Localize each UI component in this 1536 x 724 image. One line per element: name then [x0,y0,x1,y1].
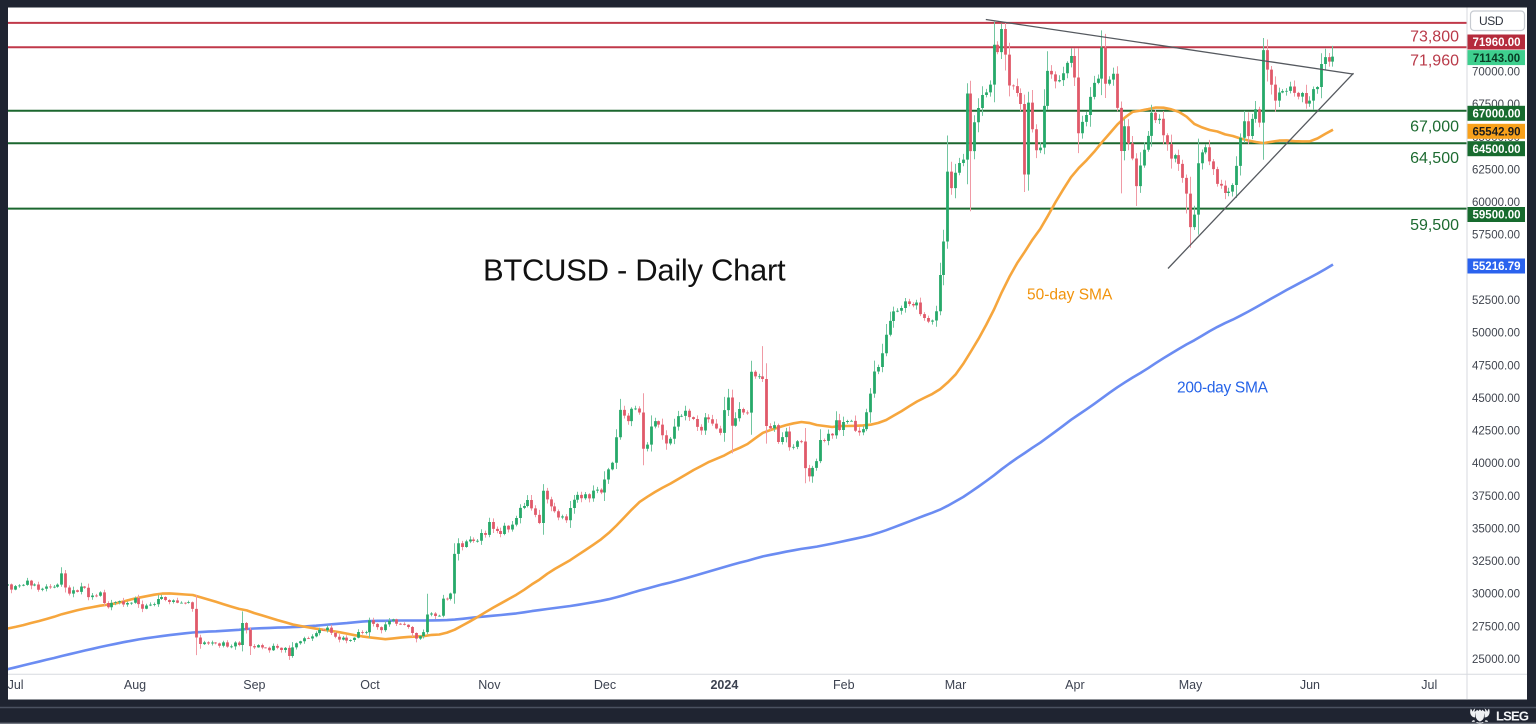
svg-text:30000.00: 30000.00 [1472,589,1520,601]
svg-text:Jun: Jun [1300,678,1320,692]
svg-text:64500.00: 64500.00 [1473,144,1521,156]
svg-text:60000.00: 60000.00 [1472,197,1520,209]
svg-text:55216.79: 55216.79 [1473,261,1521,273]
svg-text:71960.00: 71960.00 [1473,37,1521,49]
svg-text:52500.00: 52500.00 [1472,295,1520,307]
svg-text:Apr: Apr [1065,678,1084,692]
svg-text:45000.00: 45000.00 [1472,393,1520,405]
svg-text:Sep: Sep [243,678,265,692]
svg-text:LSEG: LSEG [1496,709,1529,724]
svg-text:59,500: 59,500 [1410,217,1459,234]
svg-text:USD: USD [1479,14,1504,28]
svg-text:50-day SMA: 50-day SMA [1027,287,1113,304]
svg-text:Nov: Nov [478,678,501,692]
svg-text:71,960: 71,960 [1410,53,1459,70]
svg-text:42500.00: 42500.00 [1472,426,1520,438]
svg-text:27500.00: 27500.00 [1472,621,1520,633]
svg-text:Jul: Jul [8,678,24,692]
svg-text:25000.00: 25000.00 [1472,654,1520,666]
svg-text:Feb: Feb [833,678,855,692]
svg-text:Oct: Oct [360,678,380,692]
svg-text:59500.00: 59500.00 [1473,210,1521,222]
svg-text:200-day SMA: 200-day SMA [1177,380,1269,397]
svg-text:37500.00: 37500.00 [1472,491,1520,503]
svg-text:71143.00: 71143.00 [1473,53,1520,65]
svg-text:73,800: 73,800 [1410,29,1459,46]
svg-text:35000.00: 35000.00 [1472,524,1520,536]
svg-text:Mar: Mar [945,678,967,692]
svg-text:67,000: 67,000 [1410,119,1459,136]
svg-text:67000.00: 67000.00 [1473,109,1521,121]
svg-text:Jul: Jul [1421,678,1437,692]
svg-text:40000.00: 40000.00 [1472,458,1520,470]
svg-text:Dec: Dec [594,678,616,692]
svg-text:65542.90: 65542.90 [1473,127,1521,139]
svg-text:Aug: Aug [124,678,146,692]
svg-text:62500.00: 62500.00 [1472,164,1520,176]
svg-text:BTCUSD - Daily Chart: BTCUSD - Daily Chart [483,253,786,288]
svg-text:2024: 2024 [710,678,738,692]
svg-text:May: May [1179,678,1203,692]
svg-text:50000.00: 50000.00 [1472,328,1520,340]
svg-text:47500.00: 47500.00 [1472,360,1520,372]
svg-text:64,500: 64,500 [1410,150,1459,167]
svg-text:57500.00: 57500.00 [1472,230,1520,242]
svg-text:32500.00: 32500.00 [1472,556,1520,568]
svg-text:70000.00: 70000.00 [1472,67,1520,79]
